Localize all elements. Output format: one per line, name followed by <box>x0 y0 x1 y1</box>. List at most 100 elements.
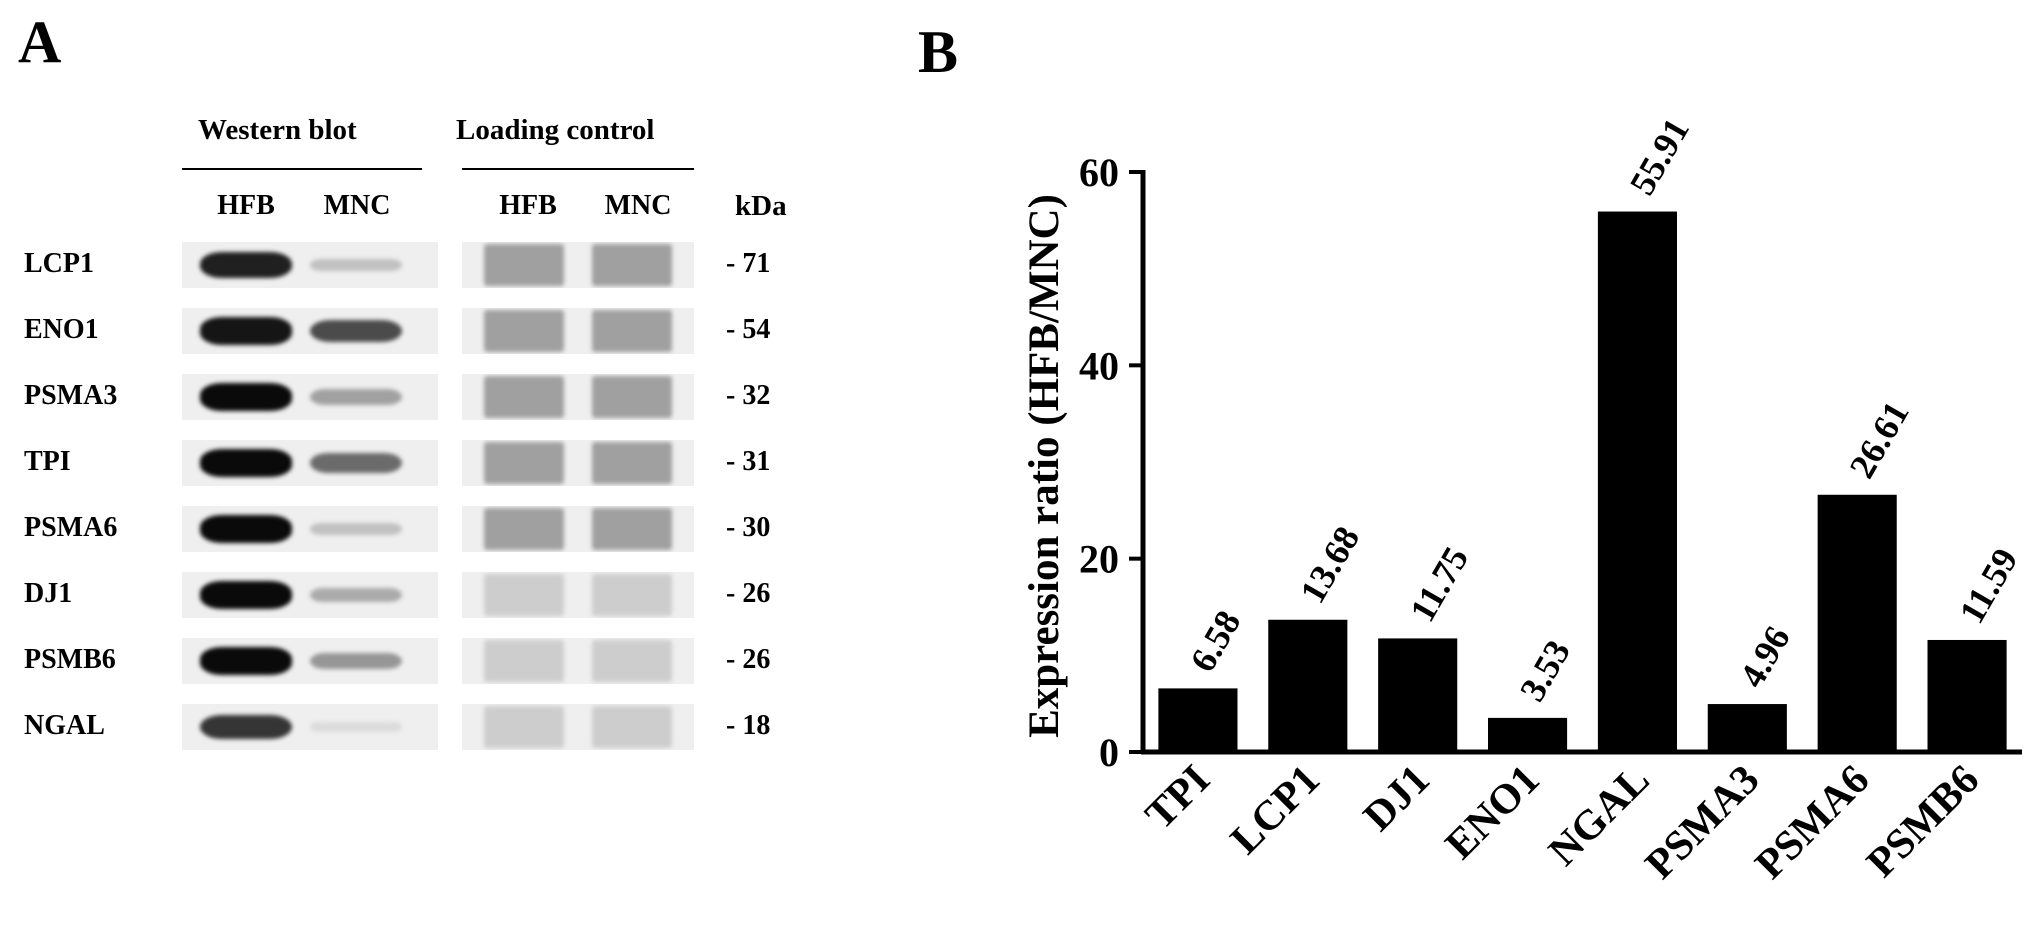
bar <box>1268 619 1348 752</box>
blot-row-label: PSMA3 <box>24 380 118 411</box>
loading-control-strip <box>462 506 694 552</box>
bar-value-label: 13.68 <box>1292 520 1367 610</box>
y-tick-label: 40 <box>1079 343 1119 388</box>
loading-control-strip <box>462 440 694 486</box>
hfb-loading-band <box>484 244 564 286</box>
kda-marker: - 26 <box>726 578 771 609</box>
hfb-loading-band <box>484 508 564 550</box>
bar <box>1378 638 1458 752</box>
loading-control-strip <box>462 572 694 618</box>
mnc-loading-band <box>592 640 672 682</box>
mnc-loading-band <box>592 244 672 286</box>
bar <box>1488 717 1568 752</box>
western-blot-strip <box>182 572 438 618</box>
blot-row-label: TPI <box>24 446 71 477</box>
western-blot-strip <box>182 506 438 552</box>
x-tick-label: DJ1 <box>1355 757 1439 841</box>
hfb-loading-band <box>484 640 564 682</box>
hfb-band <box>200 515 292 543</box>
x-tick-label: PSMA3 <box>1637 757 1769 889</box>
hfb-loading-band <box>484 376 564 418</box>
bar-value-label: 11.75 <box>1402 540 1476 628</box>
bar-value-label: 4.96 <box>1732 619 1798 694</box>
western-blot-strip <box>182 374 438 420</box>
western-blot-header: Western blot <box>198 114 357 146</box>
mnc-loading-band <box>592 310 672 352</box>
x-tick-label: TPI <box>1137 757 1219 839</box>
western-blot-strip <box>182 440 438 486</box>
loading-control-strip <box>462 374 694 420</box>
hfb-band <box>200 317 292 345</box>
x-tick-label: PSMB6 <box>1858 757 1988 887</box>
lane-label: MNC <box>604 190 672 221</box>
loading-control-strip <box>462 308 694 354</box>
blot-row-label: ENO1 <box>24 314 99 345</box>
mnc-band <box>310 721 402 733</box>
panel-b-letter: B <box>918 19 958 85</box>
x-tick-label: LCP1 <box>1222 757 1329 864</box>
y-tick-label: 60 <box>1079 150 1119 195</box>
hfb-band <box>200 714 292 740</box>
mnc-band <box>310 319 402 343</box>
hfb-loading-band <box>484 442 564 484</box>
mnc-loading-band <box>592 442 672 484</box>
kda-marker: - 26 <box>726 644 771 675</box>
mnc-loading-band <box>592 508 672 550</box>
loading-control-strip <box>462 638 694 684</box>
x-tick-label: PSMA6 <box>1747 757 1879 889</box>
bar-value-label: 26.61 <box>1841 395 1916 485</box>
kda-marker: - 71 <box>726 248 771 279</box>
western-blot-strip <box>182 704 438 750</box>
x-tick-label: NGAL <box>1540 757 1658 875</box>
mnc-loading-band <box>592 706 672 748</box>
mnc-band <box>310 522 402 536</box>
blot-row-label: PSMA6 <box>24 512 118 543</box>
hfb-band <box>200 251 292 279</box>
loading-control-header: Loading control <box>456 114 655 146</box>
mnc-band <box>310 453 402 473</box>
blot-row-label: DJ1 <box>24 578 73 609</box>
western-blot-strip <box>182 638 438 684</box>
hfb-loading-band <box>484 310 564 352</box>
mnc-band <box>310 652 402 670</box>
blot-row-label: LCP1 <box>24 248 94 279</box>
bar-value-label: 6.58 <box>1182 604 1248 679</box>
lane-label: HFB <box>499 190 557 221</box>
lane-label: MNC <box>323 190 391 221</box>
bar <box>1597 211 1677 752</box>
bar <box>1927 639 2007 752</box>
blot-row-label: NGAL <box>24 710 105 741</box>
kda-marker: - 18 <box>726 710 771 741</box>
hfb-loading-band <box>484 706 564 748</box>
bar-value-label: 3.53 <box>1512 633 1578 708</box>
western-blot-panel: A Western blot Loading control HFB MNC H… <box>0 0 820 925</box>
blot-row-label: PSMB6 <box>24 644 116 675</box>
y-axis-label: Expression ratio (HFB/MNC) <box>1021 194 1068 738</box>
loading-control-strip <box>462 242 694 288</box>
western-blot-strip <box>182 308 438 354</box>
mnc-band <box>310 258 402 272</box>
kda-header: kDa <box>735 190 787 222</box>
loading-control-underline <box>462 168 694 170</box>
hfb-band <box>200 449 292 477</box>
y-tick-label: 0 <box>1099 730 1119 775</box>
mnc-band <box>310 389 402 405</box>
bar-value-label: 11.59 <box>1951 542 2025 630</box>
bar <box>1158 688 1238 752</box>
lane-label: HFB <box>217 190 275 221</box>
mnc-loading-band <box>592 376 672 418</box>
bars-layer: 6.58 13.68 11.75 3.53 55.91 4.96 26.61 11.59 <box>1158 111 2025 752</box>
loading-control-strip <box>462 704 694 750</box>
mnc-loading-band <box>592 574 672 616</box>
hfb-band <box>200 581 292 609</box>
hfb-band <box>200 647 292 675</box>
western-blot-strip <box>182 242 438 288</box>
bar <box>1817 494 1897 752</box>
x-tick-label: ENO1 <box>1437 757 1549 869</box>
kda-marker: - 54 <box>726 314 771 345</box>
western-blot-underline <box>182 168 422 170</box>
mnc-band <box>310 587 402 603</box>
bar-value-label: 55.91 <box>1622 111 1697 201</box>
hfb-band <box>200 383 292 411</box>
